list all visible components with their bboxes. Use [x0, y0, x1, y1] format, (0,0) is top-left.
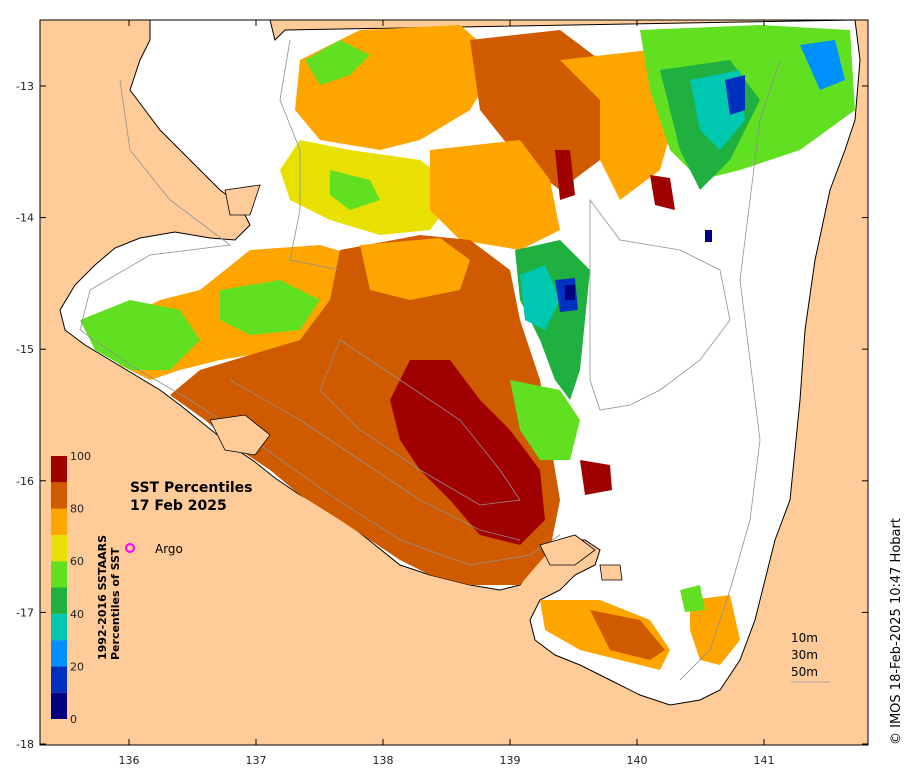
- colorbar-title-line2: Percentiles of SST: [109, 547, 122, 660]
- colorbar-segment: [51, 613, 67, 641]
- colorbar-segment: [51, 666, 67, 693]
- colorbar-title-line1: 1992-2016 SSTAARS: [96, 535, 109, 660]
- colorbar-tick-label: 20: [70, 660, 84, 673]
- x-tick-label: 136: [119, 754, 140, 767]
- x-tick-label: 141: [754, 754, 775, 767]
- x-tick-label: 140: [627, 754, 648, 767]
- argo-legend-label: Argo: [155, 542, 183, 556]
- colorbar-tick-label: 0: [70, 713, 77, 726]
- colorbar-tick-label: 100: [70, 450, 91, 463]
- colorbar-segment: [51, 587, 67, 614]
- depth-legend-30m: 30m: [791, 648, 818, 662]
- figure-title-line1: SST Percentiles: [130, 480, 253, 496]
- y-tick-label: -17: [16, 606, 34, 619]
- x-tick-label: 138: [373, 754, 394, 767]
- x-tick-label: 137: [246, 754, 267, 767]
- colorbar-segment: [51, 508, 67, 535]
- colorbar-segment: [51, 482, 67, 509]
- copyright-label: © IMOS 18-Feb-2025 10:47 Hobart: [889, 518, 904, 745]
- y-tick-label: -18: [16, 738, 34, 751]
- colorbar-segment: [51, 456, 67, 483]
- islands: [209, 184, 623, 581]
- y-tick-label: -15: [16, 343, 34, 356]
- colorbar-tick-label: 40: [70, 608, 84, 621]
- colorbar-segment: [51, 640, 67, 667]
- depth-legend-50m: 50m: [791, 665, 818, 679]
- figure-title-line2: 17 Feb 2025: [130, 498, 227, 514]
- y-axis: -13 -14 -15 -16 -17 -18: [16, 80, 868, 751]
- colorbar: 100 80 60 40 20 0: [51, 450, 91, 726]
- x-tick-label: 139: [500, 754, 521, 767]
- colorbar-segment: [51, 561, 67, 588]
- colorbar-tick-label: 60: [70, 555, 84, 568]
- colorbar-segment: [51, 534, 67, 562]
- axes-frame: [39, 19, 869, 746]
- x-axis: 136 137 138 139 140 141: [119, 20, 775, 767]
- colorbar-tick-label: 80: [70, 503, 84, 516]
- depth-legend-10m: 10m: [791, 631, 818, 645]
- colorbar-segment: [51, 692, 67, 719]
- y-tick-label: -16: [16, 475, 34, 488]
- y-tick-label: -14: [16, 212, 34, 225]
- argo-marker-icon: [125, 543, 135, 553]
- depth-contours: [79, 39, 781, 681]
- sst-field: [80, 25, 855, 670]
- y-tick-label: -13: [16, 80, 34, 93]
